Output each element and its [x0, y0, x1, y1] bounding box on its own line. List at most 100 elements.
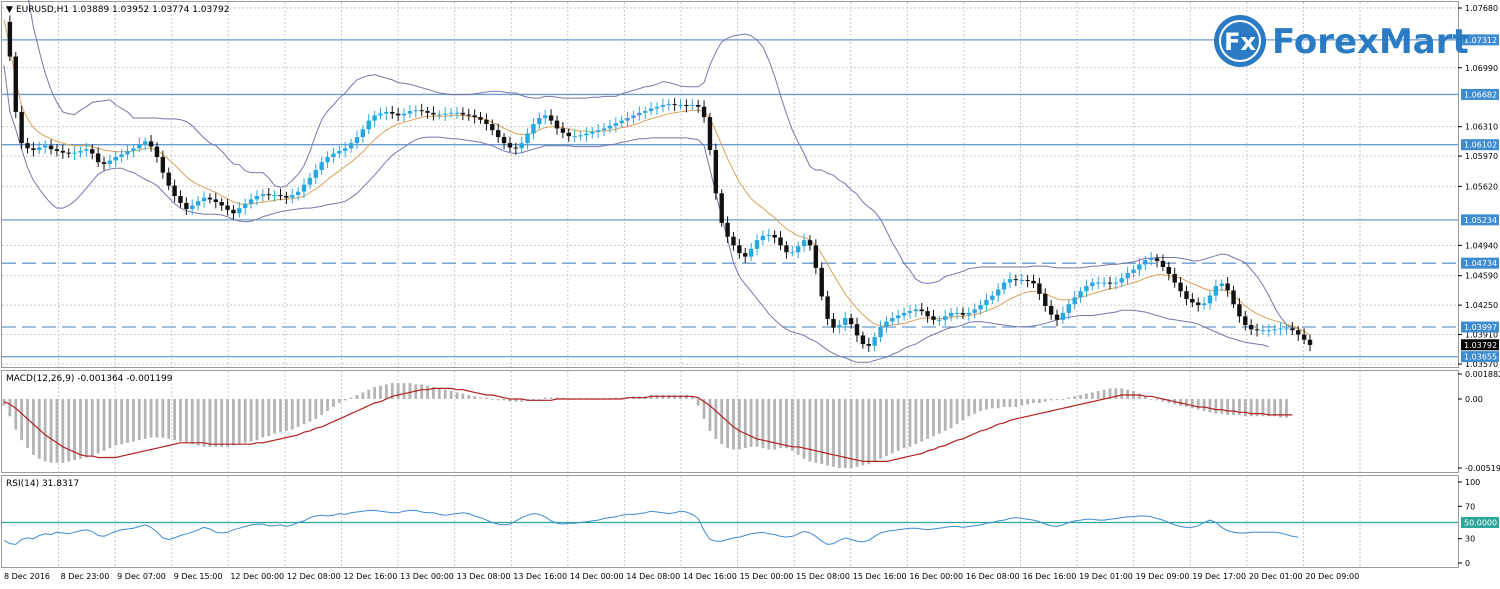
- price-axis-label: 1.06310: [1465, 123, 1498, 132]
- macd-histogram-bar: [1214, 399, 1218, 414]
- candle-body-bull: [660, 105, 666, 107]
- macd-histogram-bar: [249, 399, 253, 442]
- macd-histogram-bar: [849, 399, 853, 469]
- candle-body-bear: [548, 115, 554, 121]
- rsi-midline-label: 50.0000: [1464, 519, 1497, 528]
- candle-body-bull: [972, 309, 977, 313]
- macd-histogram-bar: [1020, 399, 1024, 406]
- candle-body-bull: [843, 318, 848, 326]
- macd-histogram-bar: [914, 399, 918, 445]
- macd-histogram-bar: [532, 399, 535, 401]
- candle-body-bull: [872, 337, 877, 346]
- macd-histogram-bar: [1008, 399, 1012, 407]
- macd-histogram-bar: [737, 399, 741, 450]
- macd-histogram-bar: [108, 399, 112, 449]
- candle-body-bear: [1237, 304, 1242, 317]
- macd-histogram-bar: [1096, 391, 1100, 400]
- rsi-axis-label: 0: [1465, 559, 1470, 568]
- macd-histogram-bar: [196, 399, 200, 446]
- candle-body-bear: [819, 267, 824, 297]
- macd-histogram-bar: [961, 399, 965, 421]
- macd-histogram-bar: [1285, 399, 1288, 418]
- candle-body-bear: [60, 150, 66, 153]
- macd-histogram-bar: [67, 399, 71, 462]
- macd-histogram-bar: [690, 396, 694, 400]
- macd-histogram-bar: [373, 387, 377, 400]
- candle-body-bull: [1143, 260, 1148, 265]
- macd-histogram-bar: [237, 399, 241, 445]
- candle-body-bear: [101, 162, 107, 164]
- candle-body-bear: [1254, 329, 1260, 331]
- macd-histogram-bar: [620, 397, 624, 400]
- candle-body-bull: [1060, 312, 1066, 320]
- candle-body-bull: [590, 131, 595, 134]
- candle-body-bear: [925, 311, 930, 317]
- macd-histogram-bar: [820, 399, 824, 465]
- macd-histogram-bar: [1026, 399, 1030, 405]
- macd-histogram-bar: [379, 385, 382, 400]
- macd-histogram-bar: [1114, 388, 1118, 400]
- candle-body-bull: [348, 143, 354, 149]
- macd-histogram-bar: [26, 399, 29, 449]
- macd-histogram-bar: [514, 399, 518, 402]
- candle-body-bull: [607, 125, 613, 129]
- candle-body-bull: [613, 123, 619, 126]
- time-axis-label: 13 Dec 16:00: [513, 572, 567, 581]
- candle-body-bull: [760, 235, 766, 241]
- time-axis-label: 12 Dec 16:00: [344, 572, 398, 581]
- macd-histogram-bar: [1185, 399, 1188, 407]
- candle-body-bull: [372, 115, 377, 121]
- macd-histogram-bar: [396, 383, 400, 400]
- candle-body-bull: [113, 156, 118, 161]
- macd-histogram-bar: [302, 399, 306, 425]
- time-axis-label: 12 Dec 08:00: [287, 572, 341, 581]
- candle-body-bear: [1172, 273, 1177, 283]
- time-axis-label: 20 Dec 09:00: [1305, 572, 1359, 581]
- level-price-label: 1.07312: [1464, 36, 1497, 45]
- candle-body-bear: [684, 105, 689, 107]
- candle-body-bull: [407, 111, 413, 114]
- candle-body-bear: [495, 130, 501, 138]
- candle-body-bull: [201, 197, 207, 202]
- macd-histogram-bar: [890, 399, 894, 454]
- candle-body-bear: [1307, 339, 1313, 345]
- logo-mark-text: Fx: [1224, 28, 1256, 56]
- candle-body-bull: [384, 111, 389, 114]
- candle-body-bear: [813, 245, 819, 268]
- macd-histogram-bar: [267, 399, 271, 437]
- macd-histogram-bar: [896, 399, 900, 451]
- candle-body-bull: [748, 248, 754, 257]
- candle-body-bear: [213, 199, 218, 203]
- candle-body-bull: [1113, 282, 1119, 284]
- candle-body-bull: [790, 252, 795, 254]
- macd-histogram-bar: [8, 399, 12, 417]
- macd-histogram-bar: [1143, 396, 1147, 400]
- macd-histogram-bar: [43, 399, 47, 462]
- candle-body-bear: [7, 21, 13, 57]
- time-axis-label: 19 Dec 01:00: [1079, 572, 1133, 581]
- candle-body-bull: [890, 318, 895, 322]
- macd-histogram-bar: [467, 395, 471, 400]
- time-axis-label: 8 Dec 23:00: [61, 572, 110, 581]
- macd-histogram-bar: [1238, 399, 1241, 415]
- candle-body-bear: [778, 237, 783, 246]
- macd-histogram-bar: [296, 399, 300, 427]
- candle-body-bear: [566, 132, 571, 137]
- levels-layer: [2, 39, 1458, 358]
- candle-body-bear: [154, 146, 160, 157]
- macd-histogram-bar: [720, 399, 724, 445]
- macd-histogram-bar: [555, 397, 559, 400]
- candle-body-bear: [54, 149, 60, 151]
- candle-body-bear: [719, 193, 724, 223]
- macd-histogram-bar: [967, 399, 971, 417]
- level-price-label: 1.06102: [1464, 141, 1497, 150]
- candle-body-bear: [731, 236, 736, 246]
- time-axis-label: 8 Dec 2016: [4, 572, 50, 581]
- macd-histogram-bar: [1067, 397, 1071, 400]
- candle-body-bull: [272, 195, 277, 197]
- price-axis-label: 1.07680: [1465, 4, 1498, 13]
- symbol-dropdown-icon[interactable]: ▼: [6, 5, 13, 15]
- price-axis-label: 1.06990: [1465, 64, 1498, 73]
- macd-histogram-bar: [1014, 399, 1018, 407]
- candle-body-bear: [831, 318, 836, 328]
